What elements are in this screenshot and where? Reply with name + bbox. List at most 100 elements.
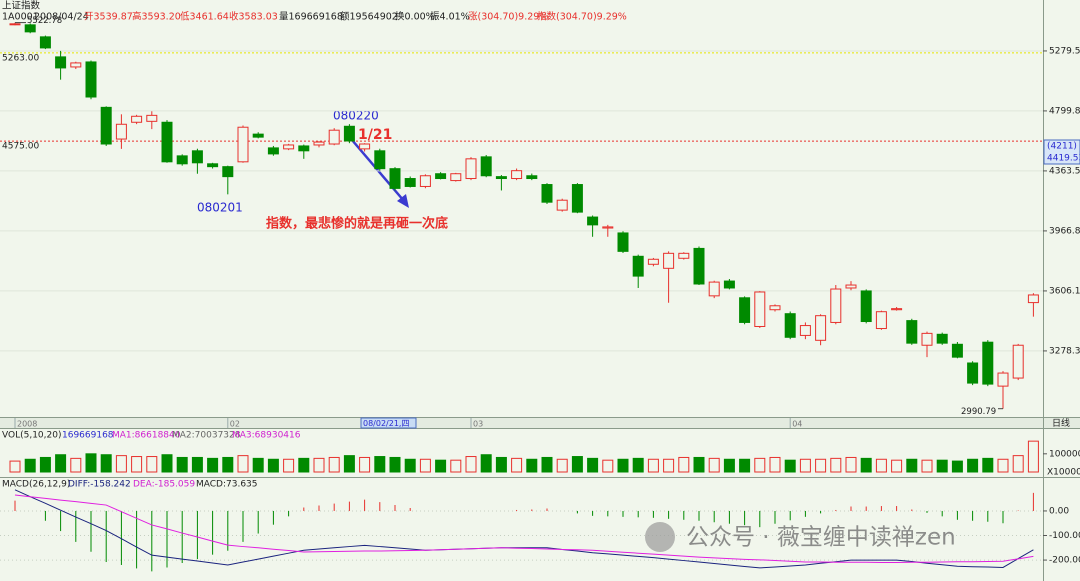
watermark: 公众号 · 薇宝缠中读禅zen — [686, 525, 956, 551]
volume-bar — [967, 458, 979, 473]
volume-bar — [723, 458, 735, 473]
candle-body — [647, 258, 659, 265]
candle-body — [115, 123, 127, 140]
volume-bar — [647, 458, 659, 473]
candle-body — [435, 173, 447, 180]
candle-body — [9, 23, 21, 26]
candle-body — [815, 315, 827, 341]
cursor-price: 4419.53 — [1047, 154, 1080, 164]
candle-body — [495, 176, 507, 180]
volume-bar — [511, 457, 523, 473]
volume-bar — [222, 456, 234, 473]
candle-body — [906, 320, 918, 344]
candle-body — [754, 291, 766, 327]
candle-body — [511, 170, 523, 180]
header-item: 2008/04/24 — [34, 12, 89, 23]
macd-header: MACD(26,12,9) DIFF:-158.242 DEA:-185.059… — [2, 480, 258, 490]
candle-body — [693, 247, 705, 285]
candle-body — [85, 61, 97, 98]
low-label: 2990.79 — [961, 407, 996, 417]
annotation: 080220 — [333, 109, 379, 123]
volume-bar — [283, 458, 295, 473]
volume-bar — [1012, 455, 1024, 473]
header-item: 低3461.64 — [180, 11, 229, 23]
candle-body — [830, 288, 842, 323]
volume-bar — [663, 458, 675, 473]
volume-bar — [997, 458, 1009, 473]
candle-body — [921, 332, 933, 346]
volume-legend: 169669168 — [62, 431, 114, 441]
volume-bar — [799, 458, 811, 473]
volume-bar — [55, 454, 67, 473]
candle-body — [161, 121, 173, 163]
cursor-label: (4211) — [1047, 142, 1077, 152]
volume-bar — [541, 456, 553, 473]
volume-bar — [602, 459, 614, 473]
volume-bar — [85, 453, 97, 473]
candle-body — [328, 129, 340, 145]
candle-body — [891, 308, 903, 311]
candle-body — [313, 141, 325, 146]
y-tick-label: 100000 — [1049, 449, 1080, 459]
candle-body — [146, 114, 158, 122]
candle-body — [374, 150, 386, 170]
volume-bar — [678, 456, 690, 473]
volume-bar — [754, 457, 766, 473]
candle-body — [587, 216, 599, 226]
volume-bar — [982, 457, 994, 473]
header-item: 开3539.87 — [84, 12, 133, 23]
volume-bar — [313, 457, 325, 473]
candle-body — [936, 333, 948, 344]
macd-legend: MACD:73.635 — [196, 480, 258, 490]
y-tick-label: 3278.3 — [1049, 346, 1080, 356]
volume-bar — [1027, 440, 1039, 473]
volume-bar — [435, 459, 447, 473]
candle-body — [389, 168, 401, 189]
volume-legend: MA2:70037328 — [172, 431, 241, 441]
watermark-group: 公众号 · 薇宝缠中读禅zen — [645, 522, 956, 552]
candle-body — [769, 305, 781, 311]
volume-bar — [891, 459, 903, 473]
volume-bar — [176, 456, 188, 473]
candle-body — [875, 311, 887, 330]
volume-bar — [860, 457, 872, 473]
period-label[interactable]: 日线 — [1052, 417, 1070, 429]
y-tick-label: 0.00 — [1049, 506, 1069, 516]
volume-bar — [875, 458, 887, 473]
candle-body — [55, 56, 67, 69]
y-tick-label: -100.00 — [1049, 531, 1080, 541]
candle-body — [343, 125, 355, 142]
volume-bar — [556, 458, 568, 473]
x-tick-label: 03 — [473, 420, 483, 429]
y-tick-label: -200.00 — [1049, 556, 1080, 566]
candle-body — [419, 175, 431, 187]
candle-body — [237, 126, 249, 163]
candle-body — [1027, 294, 1039, 304]
candle-body — [283, 144, 295, 150]
candle-body — [70, 62, 82, 68]
volume-legend: MA3:68930416 — [232, 431, 301, 441]
candle-body — [951, 343, 963, 358]
period-button[interactable] — [1044, 418, 1080, 428]
volume-bar — [9, 460, 21, 473]
candle-body — [450, 173, 462, 182]
volume-bar — [131, 456, 143, 473]
candle-body — [480, 156, 492, 177]
candle-body — [191, 150, 203, 164]
volume-bar — [906, 458, 918, 473]
volume-unit: X10000 — [1047, 468, 1080, 478]
header-item: 高3593.20 — [132, 11, 181, 23]
x-tick-label: 04 — [792, 420, 802, 429]
candle-body — [404, 178, 416, 187]
annotation: 指数，最悲惨的就是再砸一次底 — [266, 216, 448, 232]
volume-bar — [207, 457, 219, 473]
candle-body — [222, 166, 234, 178]
header-item: 涨(304.70)9.29% — [468, 12, 548, 23]
volume-bar — [419, 458, 431, 473]
volume-bar — [298, 457, 310, 473]
macd-line — [14, 489, 1034, 569]
candle-body — [252, 133, 264, 138]
y-tick-label: 3606.1 — [1049, 286, 1080, 296]
candle-body — [359, 143, 371, 150]
header-item: 振4.01% — [430, 11, 470, 23]
